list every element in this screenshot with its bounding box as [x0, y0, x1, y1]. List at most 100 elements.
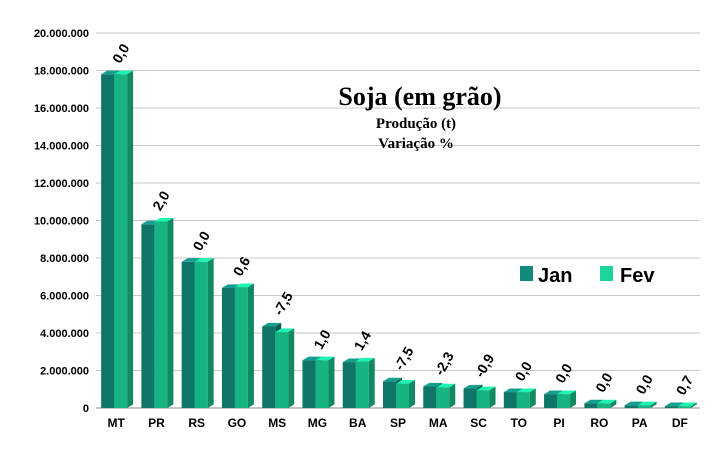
bar-sp-fev [396, 380, 415, 408]
bar-front [463, 388, 477, 408]
variation-label: 0,0 [189, 228, 213, 253]
bar-front [315, 360, 329, 408]
bar-top [302, 356, 322, 361]
bar-top [624, 401, 644, 406]
y-tick-label: 20.000.000 [34, 28, 89, 40]
bar-top [503, 388, 523, 393]
x-tick-label: PA [632, 416, 648, 430]
y-axis-ticks: 0 2.000.000 4.000.000 6.000.000 8.000.000 10.… [34, 28, 89, 415]
bar-df-fev [677, 402, 697, 408]
x-tick-label: GO [228, 416, 247, 430]
bar-front [194, 261, 208, 408]
bar-front [557, 394, 571, 408]
variation-label: -7,5 [270, 289, 296, 318]
bar-side [207, 258, 214, 408]
variation-label: -7,5 [391, 344, 417, 373]
bar-front [114, 74, 128, 408]
bar-top [262, 322, 282, 327]
bar-ms-fev [275, 328, 295, 408]
bar-front [516, 392, 530, 408]
bar-front [342, 362, 356, 408]
bar-front [503, 392, 517, 408]
x-tick-label: TO [511, 416, 527, 430]
bar-top [584, 399, 604, 404]
chart-title: Soja (em grão) [338, 82, 501, 111]
bar-side [288, 328, 295, 408]
variation-label: -0,9 [471, 351, 497, 380]
chart-subtitle-variation: Variação % [378, 136, 454, 152]
bar-front [234, 287, 248, 408]
x-tick-label: SP [390, 416, 406, 430]
bar-top [234, 283, 254, 288]
bar-front [396, 383, 409, 408]
x-tick-label: MT [107, 416, 125, 430]
bar-top [463, 384, 483, 389]
bar-side [650, 401, 657, 408]
bar-rs-fev [194, 258, 214, 408]
bar-front [423, 386, 437, 408]
bar-top [181, 258, 201, 262]
y-tick-label: 12.000.000 [34, 178, 89, 190]
bar-front [637, 405, 651, 408]
bar-top [383, 377, 402, 382]
x-tick-label: MG [308, 416, 327, 430]
bar-top [436, 383, 456, 388]
y-tick-label: 0 [83, 403, 89, 415]
x-tick-label: MS [268, 416, 286, 430]
variation-label: 1,0 [310, 327, 334, 352]
bar-top [101, 70, 121, 75]
bar-mg-fev [315, 356, 335, 408]
bar-top [597, 399, 617, 404]
variation-label: 0,0 [592, 370, 616, 395]
bar-ro-fev [597, 399, 617, 408]
variation-label: 0,0 [632, 372, 656, 397]
bar-side [570, 390, 577, 408]
bar-top [476, 386, 496, 391]
y-tick-label: 18.000.000 [34, 66, 89, 78]
bar-top [677, 402, 697, 407]
x-axis-labels: MT PR RS GO MS MG BA SP MA SC TO PI RO PA DF [107, 416, 687, 430]
variation-label: -2,3 [431, 349, 457, 378]
bar-side [529, 388, 536, 408]
bar-front [624, 405, 638, 408]
bar-front [262, 326, 276, 408]
bar-top [194, 258, 214, 262]
legend-label-jan: Jan [538, 265, 572, 287]
bar-front [544, 394, 558, 408]
bar-side [409, 380, 415, 408]
x-tick-label: DF [672, 416, 688, 430]
variation-label: 0,0 [109, 41, 133, 66]
variation-label: 0,6 [230, 254, 254, 279]
y-tick-label: 14.000.000 [34, 141, 89, 153]
variation-label: 0,0 [512, 359, 536, 384]
variation-label: 0,7 [673, 373, 697, 398]
bar-side [368, 357, 375, 408]
bar-side [328, 356, 335, 408]
bar-top [664, 402, 684, 407]
y-tick-label: 16.000.000 [34, 103, 89, 115]
x-tick-label: MA [429, 416, 448, 430]
bar-front [302, 360, 316, 408]
bar-top [154, 217, 174, 222]
bar-ba-fev [355, 357, 375, 408]
bar-pi-fev [557, 390, 577, 408]
bar-top [315, 356, 335, 361]
bar-front [597, 403, 611, 408]
bar-side [690, 402, 697, 408]
bar-front [154, 221, 168, 408]
bar-side [167, 217, 174, 408]
legend-swatch-jan [520, 266, 533, 281]
x-tick-label: BA [349, 416, 367, 430]
x-tick-label: RO [590, 416, 608, 430]
bar-pa-fev [637, 401, 657, 408]
variation-label: 2,0 [149, 188, 173, 213]
bar-front [436, 387, 450, 408]
variation-label: 1,4 [350, 328, 374, 353]
variation-label: 0,0 [552, 361, 576, 386]
bar-side [449, 383, 456, 408]
bar-top [114, 70, 134, 75]
bar-sc-fev [476, 386, 496, 408]
bars [101, 70, 697, 409]
x-tick-label: RS [188, 416, 205, 430]
